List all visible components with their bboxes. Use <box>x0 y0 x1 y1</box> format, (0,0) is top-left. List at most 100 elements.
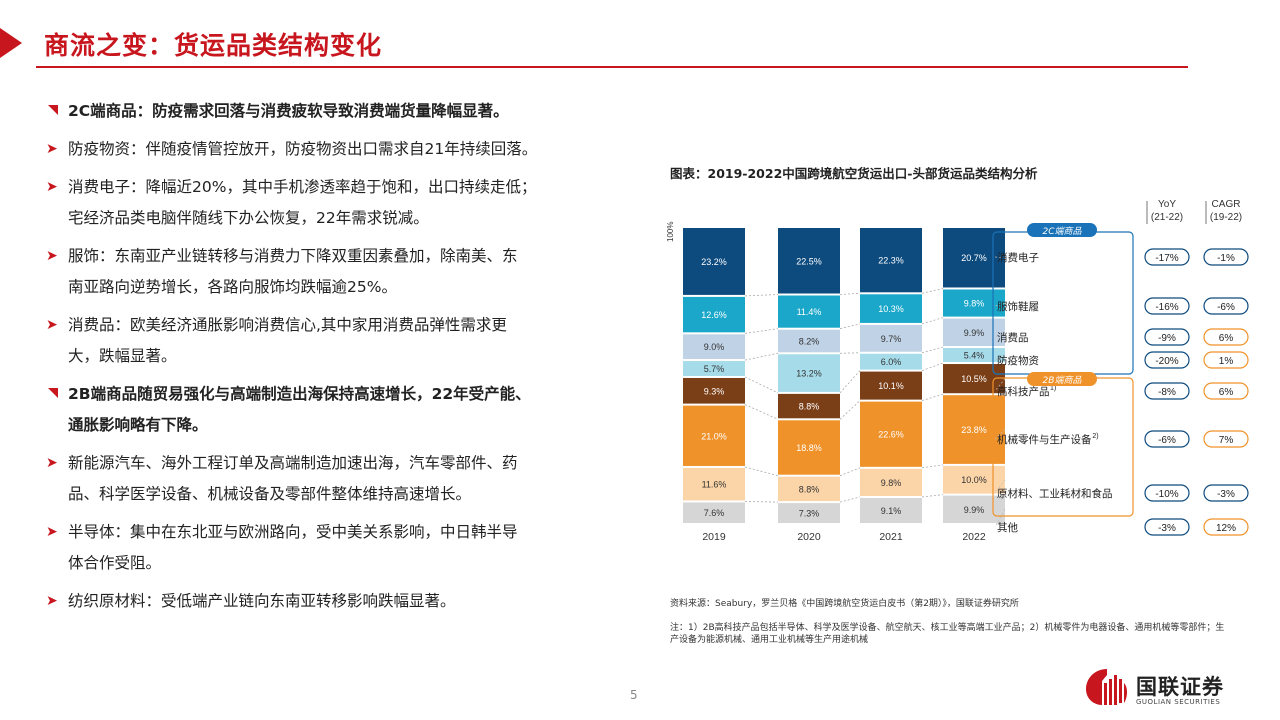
bar-value-label: 8.8% <box>799 402 820 412</box>
connector-line <box>839 323 861 330</box>
bar-segment <box>943 318 1005 346</box>
connector-line <box>921 494 944 498</box>
connector-line <box>921 288 944 294</box>
connector-line <box>744 352 779 361</box>
bar-segment <box>683 467 745 501</box>
bullet-arrow-icon: ➤ <box>46 455 58 471</box>
page-number: 5 <box>630 688 638 702</box>
bullet-epidemic-supplies: ➤ 防疫物资：伴随疫情管控放开，防疫物资出口需求自21年持续回落。 <box>46 134 626 165</box>
bar-value-label: 8.8% <box>799 484 820 494</box>
group-2b-label: 2B端商品 <box>1043 375 1083 386</box>
bar-value-label: 9.0% <box>704 342 725 352</box>
stacked-bar-chart: 100% 7.6% 11.6% 21.0% 9.3% 5.7% 9.0% 12.6% 23.2%… <box>666 199 1249 543</box>
bar-value-label: 9.8% <box>964 299 985 309</box>
connector-line <box>839 370 861 394</box>
connector-line <box>839 496 861 503</box>
bar-segment <box>943 495 1005 523</box>
cagr-value: -3% <box>1217 489 1235 500</box>
connector-line <box>744 404 779 420</box>
guolian-logo-icon <box>1086 669 1127 705</box>
leader-line <box>994 331 1006 338</box>
cagr-pill <box>1203 328 1249 346</box>
category-label: 机械零件与生产设备 <box>997 433 1092 446</box>
bar-value-label: 10.0% <box>961 475 987 485</box>
leader-line <box>994 354 1006 361</box>
group-2c-tag <box>1027 223 1097 237</box>
leader-line <box>994 509 1006 528</box>
connector-line <box>921 393 944 402</box>
bar-segment <box>943 289 1005 317</box>
x-tick-label: 2021 <box>879 531 903 543</box>
bar-segment <box>778 503 840 523</box>
bar-segment <box>778 420 840 475</box>
connector-line <box>744 376 779 394</box>
bar-value-label: 23.8% <box>961 425 987 435</box>
bar-segment <box>683 228 745 295</box>
leader-line <box>994 378 1006 392</box>
section-2b-heading: 2B端商品随贸易强化与高端制造出海保持高速增长，22年受产能、 通胀影响略有下降… <box>46 379 626 441</box>
bar-segment <box>860 371 922 400</box>
bar-value-label: 22.6% <box>878 430 904 440</box>
bar-segment <box>683 334 745 360</box>
leader-line <box>994 479 1006 494</box>
bar-value-label: 20.7% <box>961 253 987 263</box>
bar-value-label: 5.7% <box>704 364 725 374</box>
connector-line <box>744 294 779 297</box>
connector-line <box>839 292 861 295</box>
bar-segment <box>683 296 745 333</box>
category-label-footnote: 2) <box>1092 433 1098 440</box>
page-title: 商流之变：货运品类结构变化 <box>44 31 383 60</box>
bar-value-label: 7.6% <box>704 508 725 518</box>
bar-value-label: 9.1% <box>881 506 902 516</box>
bar-segment <box>943 395 1005 464</box>
yoy-value: -16% <box>1155 302 1178 313</box>
cagr-pill <box>1203 351 1249 369</box>
logo-subtitle: GUOLIAN SECURITIES <box>1136 698 1221 706</box>
bar-value-label: 9.8% <box>881 478 902 488</box>
connector-line <box>839 400 861 420</box>
yoy-pill <box>1144 484 1190 502</box>
bullet-apparel: ➤ 服饰：东南亚产业链转移与消费力下降双重因素叠加，除南美、东 南亚路向逆势增长… <box>46 241 626 303</box>
text-column: 2C端商品：防疫需求回落与消费疲软导致消费端货量降幅显著。 ➤ 防疫物资：伴随疫… <box>46 96 626 617</box>
bar-segment <box>778 393 840 419</box>
cagr-value: 6% <box>1219 387 1234 398</box>
bar-value-label: 10.5% <box>961 374 987 384</box>
leader-line <box>994 256 1006 259</box>
category-label: 消费品 <box>997 331 1029 344</box>
cagr-value: 7% <box>1219 435 1234 446</box>
category-label: 消费电子 <box>997 251 1039 264</box>
bullet-consumer-electronics: ➤ 消费电子：降幅近20%，其中手机渗透率趋于饱和，出口持续走低； 宅经济品类电… <box>46 172 626 234</box>
heading-marker-icon <box>48 388 58 398</box>
bullet-arrow-icon: ➤ <box>46 179 58 195</box>
connector-line <box>921 362 944 371</box>
bar-value-label: 12.6% <box>701 310 727 320</box>
category-label: 原材料、工业耗材和食品 <box>997 487 1113 500</box>
bar-segment <box>943 465 1005 494</box>
connector-line <box>839 467 861 477</box>
bar-value-label: 8.2% <box>799 337 820 347</box>
connector-line <box>921 346 944 354</box>
bar-segment <box>943 347 1005 363</box>
bar-value-label: 10.1% <box>878 381 904 391</box>
bar-value-label: 6.0% <box>881 357 902 367</box>
bar-value-label: 9.9% <box>964 505 985 515</box>
bar-segment <box>778 476 840 502</box>
category-label: 服饰鞋履 <box>997 300 1039 313</box>
bar-segment <box>943 228 1005 288</box>
footnote: 注：1）2B高科技产品包括半导体、科学及医学设备、航空航天、核工业等高端工业产品… <box>670 623 1225 645</box>
bar-value-label: 11.4% <box>797 307 822 317</box>
heading-marker-icon <box>48 105 58 115</box>
yoy-pill <box>1144 430 1190 448</box>
chart-title: 图表：2019-2022中国跨境航空货运出口-头部货运品类结构分析 <box>670 166 1038 181</box>
yoy-value: -6% <box>1158 435 1176 446</box>
bar-segment <box>778 295 840 328</box>
connector-line <box>921 317 944 325</box>
bullet-semiconductor: ➤ 半导体：集中在东北亚与欧洲路向，受中美关系影响，中日韩半导 体合作受阻。 <box>46 517 626 579</box>
cagr-header: CAGR <box>1212 199 1241 210</box>
bullet-arrow-icon: ➤ <box>46 593 58 609</box>
bar-value-label: 10.3% <box>878 304 904 314</box>
yoy-pill <box>1144 248 1190 266</box>
x-tick-label: 2019 <box>702 531 726 543</box>
bar-value-label: 9.7% <box>881 334 902 344</box>
cagr-pill <box>1203 248 1249 266</box>
